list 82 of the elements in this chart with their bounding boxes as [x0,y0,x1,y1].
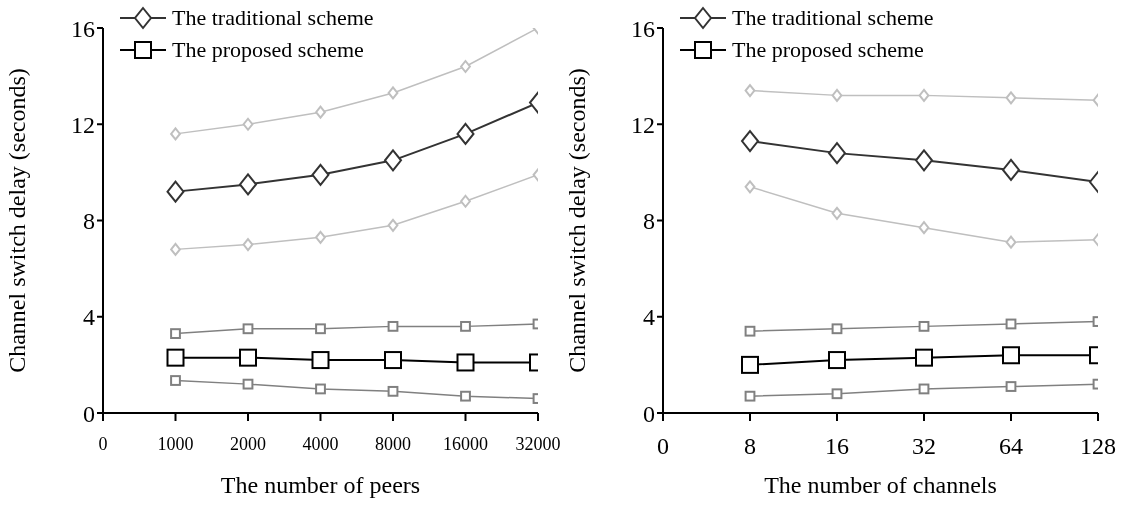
x-tick-label: 8 [744,433,756,460]
x-tick-label: 16000 [443,433,488,454]
point [387,218,399,232]
x-tick-label: 8000 [375,433,411,454]
legend-label: The traditional scheme [172,4,374,32]
point [315,230,326,244]
point [460,60,471,73]
y-tick-label: 12 [71,111,95,138]
point [170,127,181,141]
point [915,149,933,172]
point [918,320,930,332]
legend-label: The traditional scheme [732,4,934,32]
y-tick-label: 8 [643,208,655,235]
point [170,328,181,339]
point [387,86,399,100]
point [744,180,756,194]
point [744,390,756,402]
x-tick-label: 128 [1080,433,1116,460]
x-tick-label: 4000 [302,433,339,454]
point [170,242,181,256]
point [387,385,399,397]
point [831,88,843,102]
point [242,117,254,131]
point [460,390,471,402]
x-tick-label: 16 [825,433,849,460]
x-tick-label: 2000 [230,433,266,454]
point [315,105,326,119]
point [918,221,930,235]
point [831,323,843,335]
point [744,84,756,98]
y-tick-label: 0 [83,400,95,427]
legend-label: The proposed scheme [172,36,364,64]
point [456,353,475,372]
point [831,388,843,400]
point [1005,91,1017,105]
point [741,130,759,153]
y-tick-label: 16 [71,15,95,42]
point [311,351,330,370]
point [166,348,185,367]
point [1002,346,1020,365]
y-axis-title: Channel switch delay (seconds) [3,68,30,373]
x-axis-title: The number of peers [220,472,421,498]
y-tick-label: 4 [643,304,655,331]
point [1005,381,1017,392]
point [242,238,254,252]
point [460,320,471,332]
point [170,375,181,386]
legend-label: The proposed scheme [732,36,924,64]
x-tick-label: 0 [98,433,108,454]
point [460,194,471,208]
point [456,122,475,145]
point [239,173,257,196]
point [384,351,402,370]
point [831,206,843,220]
x-tick-label: 32 [912,433,936,460]
point [828,351,846,370]
y-tick-label: 0 [643,400,655,427]
point [1002,158,1020,181]
y-tick-label: 8 [83,208,95,235]
x-tick-label: 1000 [157,433,194,454]
point [315,383,326,395]
y-tick-label: 4 [83,304,95,331]
x-axis-title: The number of channels [764,472,997,498]
point [166,180,185,203]
point [387,320,399,332]
point [242,323,254,335]
x-tick-label: 64 [999,433,1023,460]
point [315,323,326,335]
point [384,149,402,172]
point [828,142,846,165]
point [741,355,759,374]
point [918,88,930,102]
point [1005,235,1017,249]
x-tick-label: 32000 [515,433,561,454]
point [744,325,756,337]
point [311,163,330,186]
point [915,348,933,367]
y-tick-label: 16 [631,15,655,42]
point [239,348,257,367]
y-tick-label: 12 [631,111,655,138]
point [242,378,254,390]
y-axis-title: Channel switch delay (seconds) [563,68,590,373]
